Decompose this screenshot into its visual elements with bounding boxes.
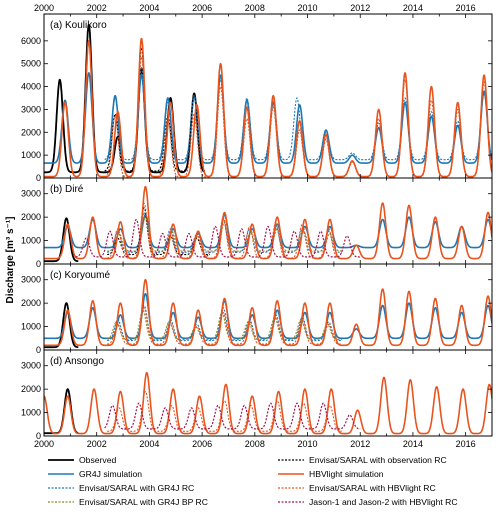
y-tick-label: 0: [36, 173, 41, 183]
legend-label: Envisat/SARAL with HBVlight RC: [309, 483, 436, 493]
y-tick-label: 2000: [21, 384, 41, 394]
x-tick-label: 2010: [298, 439, 318, 449]
panels: 0 1000 2000 3000 4000 5000 6000 (a) Koulikoro 0 1…: [21, 13, 493, 441]
legend-label: Observed: [79, 455, 116, 465]
series-env_gr4jbp: [106, 309, 343, 341]
legend-label: Envisat/SARAL with observation RC: [309, 455, 447, 465]
legend-label: Envisat/SARAL with GR4J RC: [79, 483, 194, 493]
x-tick-label: 2006: [192, 439, 212, 449]
y-tick-label: 1000: [21, 322, 41, 332]
panel-series: [44, 185, 492, 263]
legend-item-hbv: HBVlight simulation: [278, 469, 384, 479]
x-tick-label: 2014: [403, 439, 423, 449]
y-tick-label: 0: [36, 259, 41, 269]
legend-label: HBVlight simulation: [309, 469, 384, 479]
series-obs: [44, 24, 206, 174]
panel-3: 0 1000 2000 3000 (d) Ansongo: [21, 349, 493, 441]
panel-0: 0 1000 2000 3000 4000 5000 6000 (a) Koulikoro: [21, 13, 493, 183]
panel-series: [44, 24, 492, 178]
series-env_hbv: [106, 390, 343, 432]
legend-label: Jason-1 and Jason-2 with HBVlight RC: [309, 497, 458, 507]
legend: Observed Envisat/SARAL with observation R…: [48, 455, 458, 507]
panel-label: (b) Diré: [50, 184, 84, 195]
series-hbv: [44, 278, 492, 347]
x-tick-label: 2016: [456, 439, 476, 449]
panel-1: 0 1000 2000 3000 (b) Diré: [21, 177, 493, 269]
series-jason: [75, 218, 361, 258]
x-tick-label: 2016: [456, 3, 476, 13]
panel-series: [44, 278, 492, 349]
x-tick-label: 2004: [139, 3, 159, 13]
x-tick-label: 2004: [139, 439, 159, 449]
y-tick-label: 2000: [21, 127, 41, 137]
legend-label: Envisat/SARAL with GR4J BP RC: [79, 497, 208, 507]
y-tick-label: 1000: [21, 236, 41, 246]
legend-item-gr4j: GR4J simulation: [48, 469, 142, 479]
panel-label: (a) Koulikoro: [50, 20, 107, 31]
x-tick-label: 2006: [192, 3, 212, 13]
series-hbv: [44, 371, 492, 435]
x-axis-bottom: 2000 2002 2004 2006 2008 2010 2012 2014 2016: [34, 439, 476, 449]
legend-item-env_obs: Envisat/SARAL with observation RC: [278, 455, 447, 465]
y-tick-label: 0: [36, 345, 41, 355]
panel-label: (c) Koryoumé: [50, 270, 110, 281]
series-gr4j: [44, 214, 492, 249]
legend-item-env_gr4j: Envisat/SARAL with GR4J RC: [48, 483, 194, 493]
legend-item-jason: Jason-1 and Jason-2 with HBVlight RC: [278, 497, 458, 507]
panel-label: (d) Ansongo: [50, 356, 104, 367]
series-env_hbv: [104, 56, 492, 178]
y-tick-label: 3000: [21, 275, 41, 285]
x-tick-label: 2010: [298, 3, 318, 13]
panel-2: 0 1000 2000 3000 (c) Koryoumé: [21, 263, 493, 355]
panel-frame: [43, 349, 493, 437]
y-tick-label: 3000: [21, 361, 41, 371]
legend-item-obs: Observed: [48, 455, 116, 465]
y-tick-label: 6000: [21, 36, 41, 46]
x-tick-label: 2014: [403, 3, 423, 13]
x-tick-label: 2000: [34, 439, 54, 449]
x-tick-label: 2012: [350, 3, 370, 13]
y-tick-label: 0: [36, 431, 41, 441]
x-tick-label: 2008: [245, 439, 265, 449]
series-env_hbv: [106, 202, 343, 259]
legend-label: GR4J simulation: [79, 469, 142, 479]
series-env_hbv: [106, 307, 343, 345]
x-axis-top: 2000 2002 2004 2006 2008 2010 2012 2014 2016: [34, 3, 476, 13]
y-axis-label: Discharge [m³ s⁻¹]: [5, 217, 16, 304]
y-tick-label: 3000: [21, 189, 41, 199]
legend-item-env_hbv: Envisat/SARAL with HBVlight RC: [278, 483, 436, 493]
y-tick-label: 1000: [21, 408, 41, 418]
legend-item-env_gr4jbp: Envisat/SARAL with GR4J BP RC: [48, 497, 208, 507]
y-tick-label: 3000: [21, 104, 41, 114]
series-env_obs: [104, 47, 206, 172]
x-tick-label: 2002: [87, 439, 107, 449]
x-tick-label: 2008: [245, 3, 265, 13]
panel-series: [44, 371, 492, 435]
x-tick-label: 2012: [350, 439, 370, 449]
y-tick-label: 1000: [21, 150, 41, 160]
series-gr4j: [44, 293, 492, 340]
x-tick-label: 2000: [34, 3, 54, 13]
series-hbv: [44, 185, 492, 260]
y-tick-label: 2000: [21, 298, 41, 308]
series-env_gr4j: [106, 304, 343, 342]
series-jason: [104, 402, 361, 430]
x-tick-label: 2002: [87, 3, 107, 13]
y-tick-label: 2000: [21, 212, 41, 222]
y-tick-label: 5000: [21, 59, 41, 69]
series-obs: [44, 217, 79, 263]
y-tick-label: 4000: [21, 82, 41, 92]
